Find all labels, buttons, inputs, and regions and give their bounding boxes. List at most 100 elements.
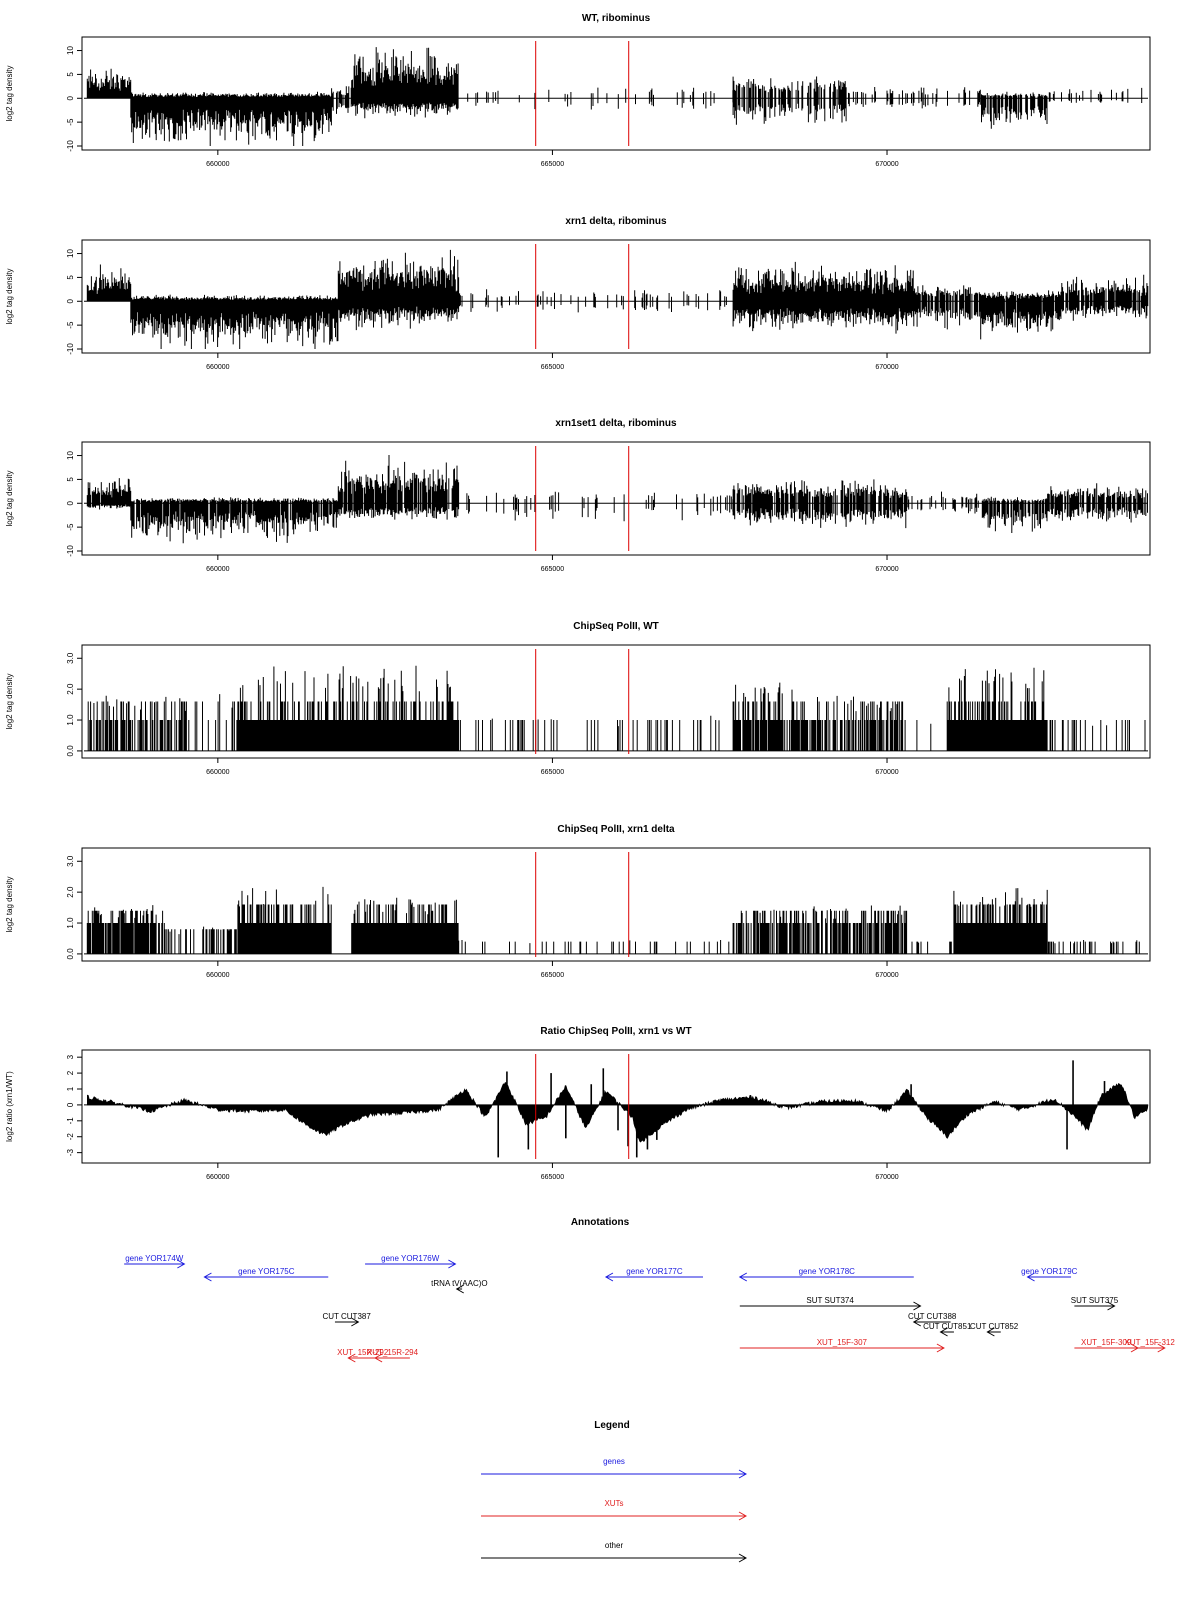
x-tick-label: 665000 xyxy=(541,364,564,371)
annotation-arrow-head xyxy=(374,1353,383,1363)
data-bars xyxy=(86,249,1149,349)
panel-title: ChipSeq PolII, xrn1 delta xyxy=(557,824,675,835)
panel-title: ChipSeq PolII, WT xyxy=(573,621,659,632)
y-tick-label: 2.0 xyxy=(66,683,75,695)
annotation-label: gene YOR175C xyxy=(238,1267,295,1276)
legend-arrow-head xyxy=(738,1511,748,1521)
annotation-label: gene YOR178C xyxy=(799,1267,856,1276)
panel-3: xrn1set1 delta, ribominus log2 tag densit… xyxy=(5,418,1151,573)
annotation-arrow-head xyxy=(1026,1272,1035,1282)
x-tick-label: 670000 xyxy=(875,566,898,573)
legend-label: other xyxy=(605,1541,624,1550)
legend-arrow-head xyxy=(738,1553,748,1563)
y-tick-label: 1.0 xyxy=(66,917,75,929)
y-tick-label: -5 xyxy=(66,523,75,531)
x-tick-label: 660000 xyxy=(206,364,229,371)
y-axis-label: log2 tag density xyxy=(5,673,14,729)
data-bars xyxy=(87,665,1146,751)
y-tick-label: 10 xyxy=(66,46,75,55)
annotation-label: XUT_15F-307 xyxy=(817,1338,868,1347)
annotation-label: CUT CUT852 xyxy=(970,1322,1019,1331)
annotation-arrow-head xyxy=(986,1327,995,1337)
annotation-label: XUT_15F-312 xyxy=(1125,1338,1176,1347)
y-tick-label: 10 xyxy=(66,451,75,460)
x-tick-label: 665000 xyxy=(541,769,564,776)
y-axis-label: log2 tag density xyxy=(5,268,14,324)
annotation-label: gene YOR174W xyxy=(125,1254,184,1263)
legend-title: Legend xyxy=(594,1420,630,1431)
ratio-area xyxy=(87,1082,1149,1143)
y-tick-label: -3 xyxy=(66,1149,75,1157)
x-tick-label: 665000 xyxy=(541,1174,564,1181)
y-axis-label: log2 tag density xyxy=(5,470,14,526)
x-tick-label: 665000 xyxy=(541,566,564,573)
y-tick-label: 3.0 xyxy=(66,855,75,867)
y-tick-label: 10 xyxy=(66,249,75,258)
y-tick-label: -5 xyxy=(66,321,75,329)
x-tick-label: 660000 xyxy=(206,972,229,979)
annotation-arrow-head xyxy=(1157,1343,1166,1353)
annotation-arrow-head xyxy=(936,1343,945,1353)
plot-frame xyxy=(81,847,1151,962)
y-tick-label: -10 xyxy=(66,343,75,355)
y-tick-label: 0 xyxy=(66,298,75,303)
panel-title: xrn1set1 delta, ribominus xyxy=(555,418,677,429)
plot-frame xyxy=(81,239,1151,354)
plot-frame xyxy=(81,644,1151,759)
y-axis-label: log2 tag density xyxy=(5,65,14,121)
annotation-arrow-head xyxy=(913,1301,922,1311)
y-tick-label: 0.0 xyxy=(66,948,75,960)
y-tick-label: 5 xyxy=(66,275,75,280)
annotations-panel: Annotations gene YOR174W gene YOR175C gene … xyxy=(124,1217,1176,1363)
annotation-label: CUT CUT388 xyxy=(908,1312,957,1321)
annotation-label: XUT_15R-294 xyxy=(367,1348,419,1357)
annotations-title: Annotations xyxy=(571,1217,630,1228)
annotation-arrow-head xyxy=(912,1317,922,1327)
x-tick-label: 660000 xyxy=(206,161,229,168)
x-tick-label: 670000 xyxy=(875,972,898,979)
y-tick-label: 3.0 xyxy=(66,652,75,664)
y-tick-label: 5 xyxy=(66,477,75,482)
y-tick-label: 2 xyxy=(66,1070,75,1075)
panel-title: WT, ribominus xyxy=(582,13,651,24)
y-tick-label: -2 xyxy=(66,1133,75,1141)
y-tick-label: 0 xyxy=(66,1102,75,1107)
annotation-arrow-head xyxy=(448,1259,457,1269)
y-tick-label: -10 xyxy=(66,140,75,152)
panel-1: WT, ribominus log2 tag density -10 -5 0 5 10 66… xyxy=(5,13,1151,168)
data-series xyxy=(84,886,1148,955)
annotation-label: XUT_15F-309 xyxy=(1081,1338,1132,1347)
plot-frame xyxy=(81,36,1151,151)
panel-6: Ratio ChipSeq PolII, xrn1 vs WT log2 rati… xyxy=(5,1026,1151,1181)
data-bars xyxy=(86,455,1148,544)
annotation-label: CUT CUT851 xyxy=(923,1322,972,1331)
annotation-label: CUT CUT387 xyxy=(322,1312,371,1321)
data-series xyxy=(84,1060,1149,1158)
x-tick-label: 670000 xyxy=(875,161,898,168)
y-tick-label: 1.0 xyxy=(66,714,75,726)
x-tick-label: 670000 xyxy=(875,769,898,776)
annotation-arrow-head xyxy=(203,1272,212,1282)
annotation-label: SUT SUT375 xyxy=(1071,1296,1119,1305)
data-series xyxy=(84,47,1148,146)
data-bars xyxy=(86,47,1143,146)
x-tick-label: 660000 xyxy=(206,769,229,776)
data-series xyxy=(84,455,1148,544)
legend-label: XUTs xyxy=(604,1499,623,1508)
y-tick-label: -1 xyxy=(66,1117,75,1125)
y-axis-label: log2 tag density xyxy=(5,876,14,932)
y-tick-label: 3 xyxy=(66,1054,75,1059)
annotation-arrow-head xyxy=(604,1272,614,1282)
x-tick-label: 670000 xyxy=(875,1174,898,1181)
data-bars xyxy=(86,886,1140,954)
annotation-arrow-head xyxy=(738,1272,748,1282)
x-tick-label: 660000 xyxy=(206,1174,229,1181)
y-tick-label: 0.0 xyxy=(66,745,75,757)
annotation-label: gene YOR176W xyxy=(381,1254,440,1263)
panel-title: Ratio ChipSeq PolII, xrn1 vs WT xyxy=(540,1026,691,1037)
data-series xyxy=(84,665,1148,752)
annotation-label: gene YOR179C xyxy=(1021,1267,1078,1276)
annotation-label: gene YOR177C xyxy=(626,1267,683,1276)
y-tick-label: 0 xyxy=(66,500,75,505)
